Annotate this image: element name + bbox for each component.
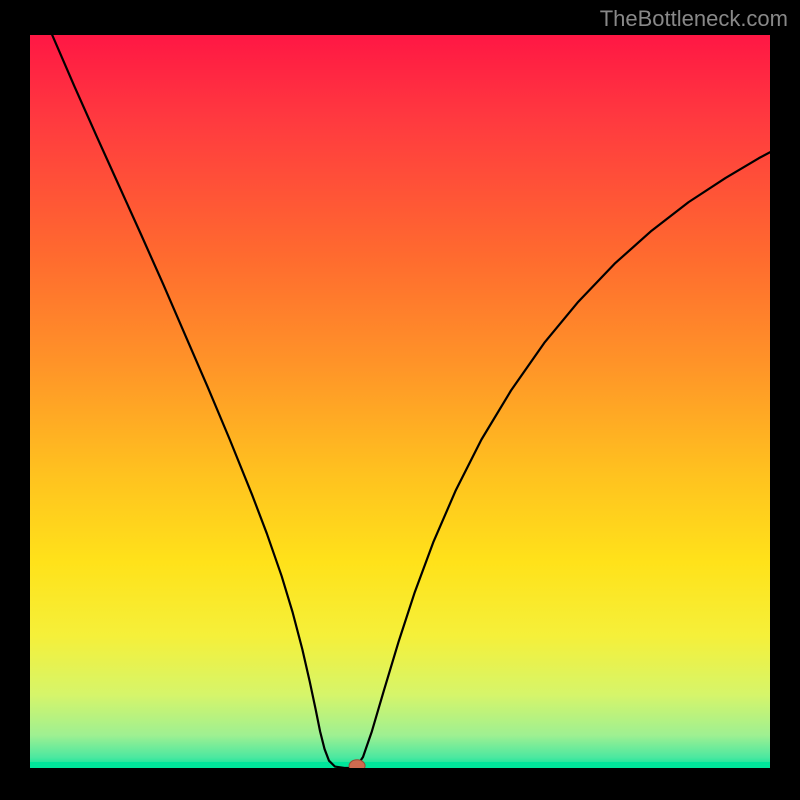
plot-area (30, 35, 770, 768)
gradient-background (30, 35, 770, 768)
bottleneck-marker (349, 760, 365, 768)
watermark-text: TheBottleneck.com (600, 6, 788, 32)
baseline-bottom (30, 762, 770, 768)
plot-svg (30, 35, 770, 768)
chart-frame: TheBottleneck.com (0, 0, 800, 800)
